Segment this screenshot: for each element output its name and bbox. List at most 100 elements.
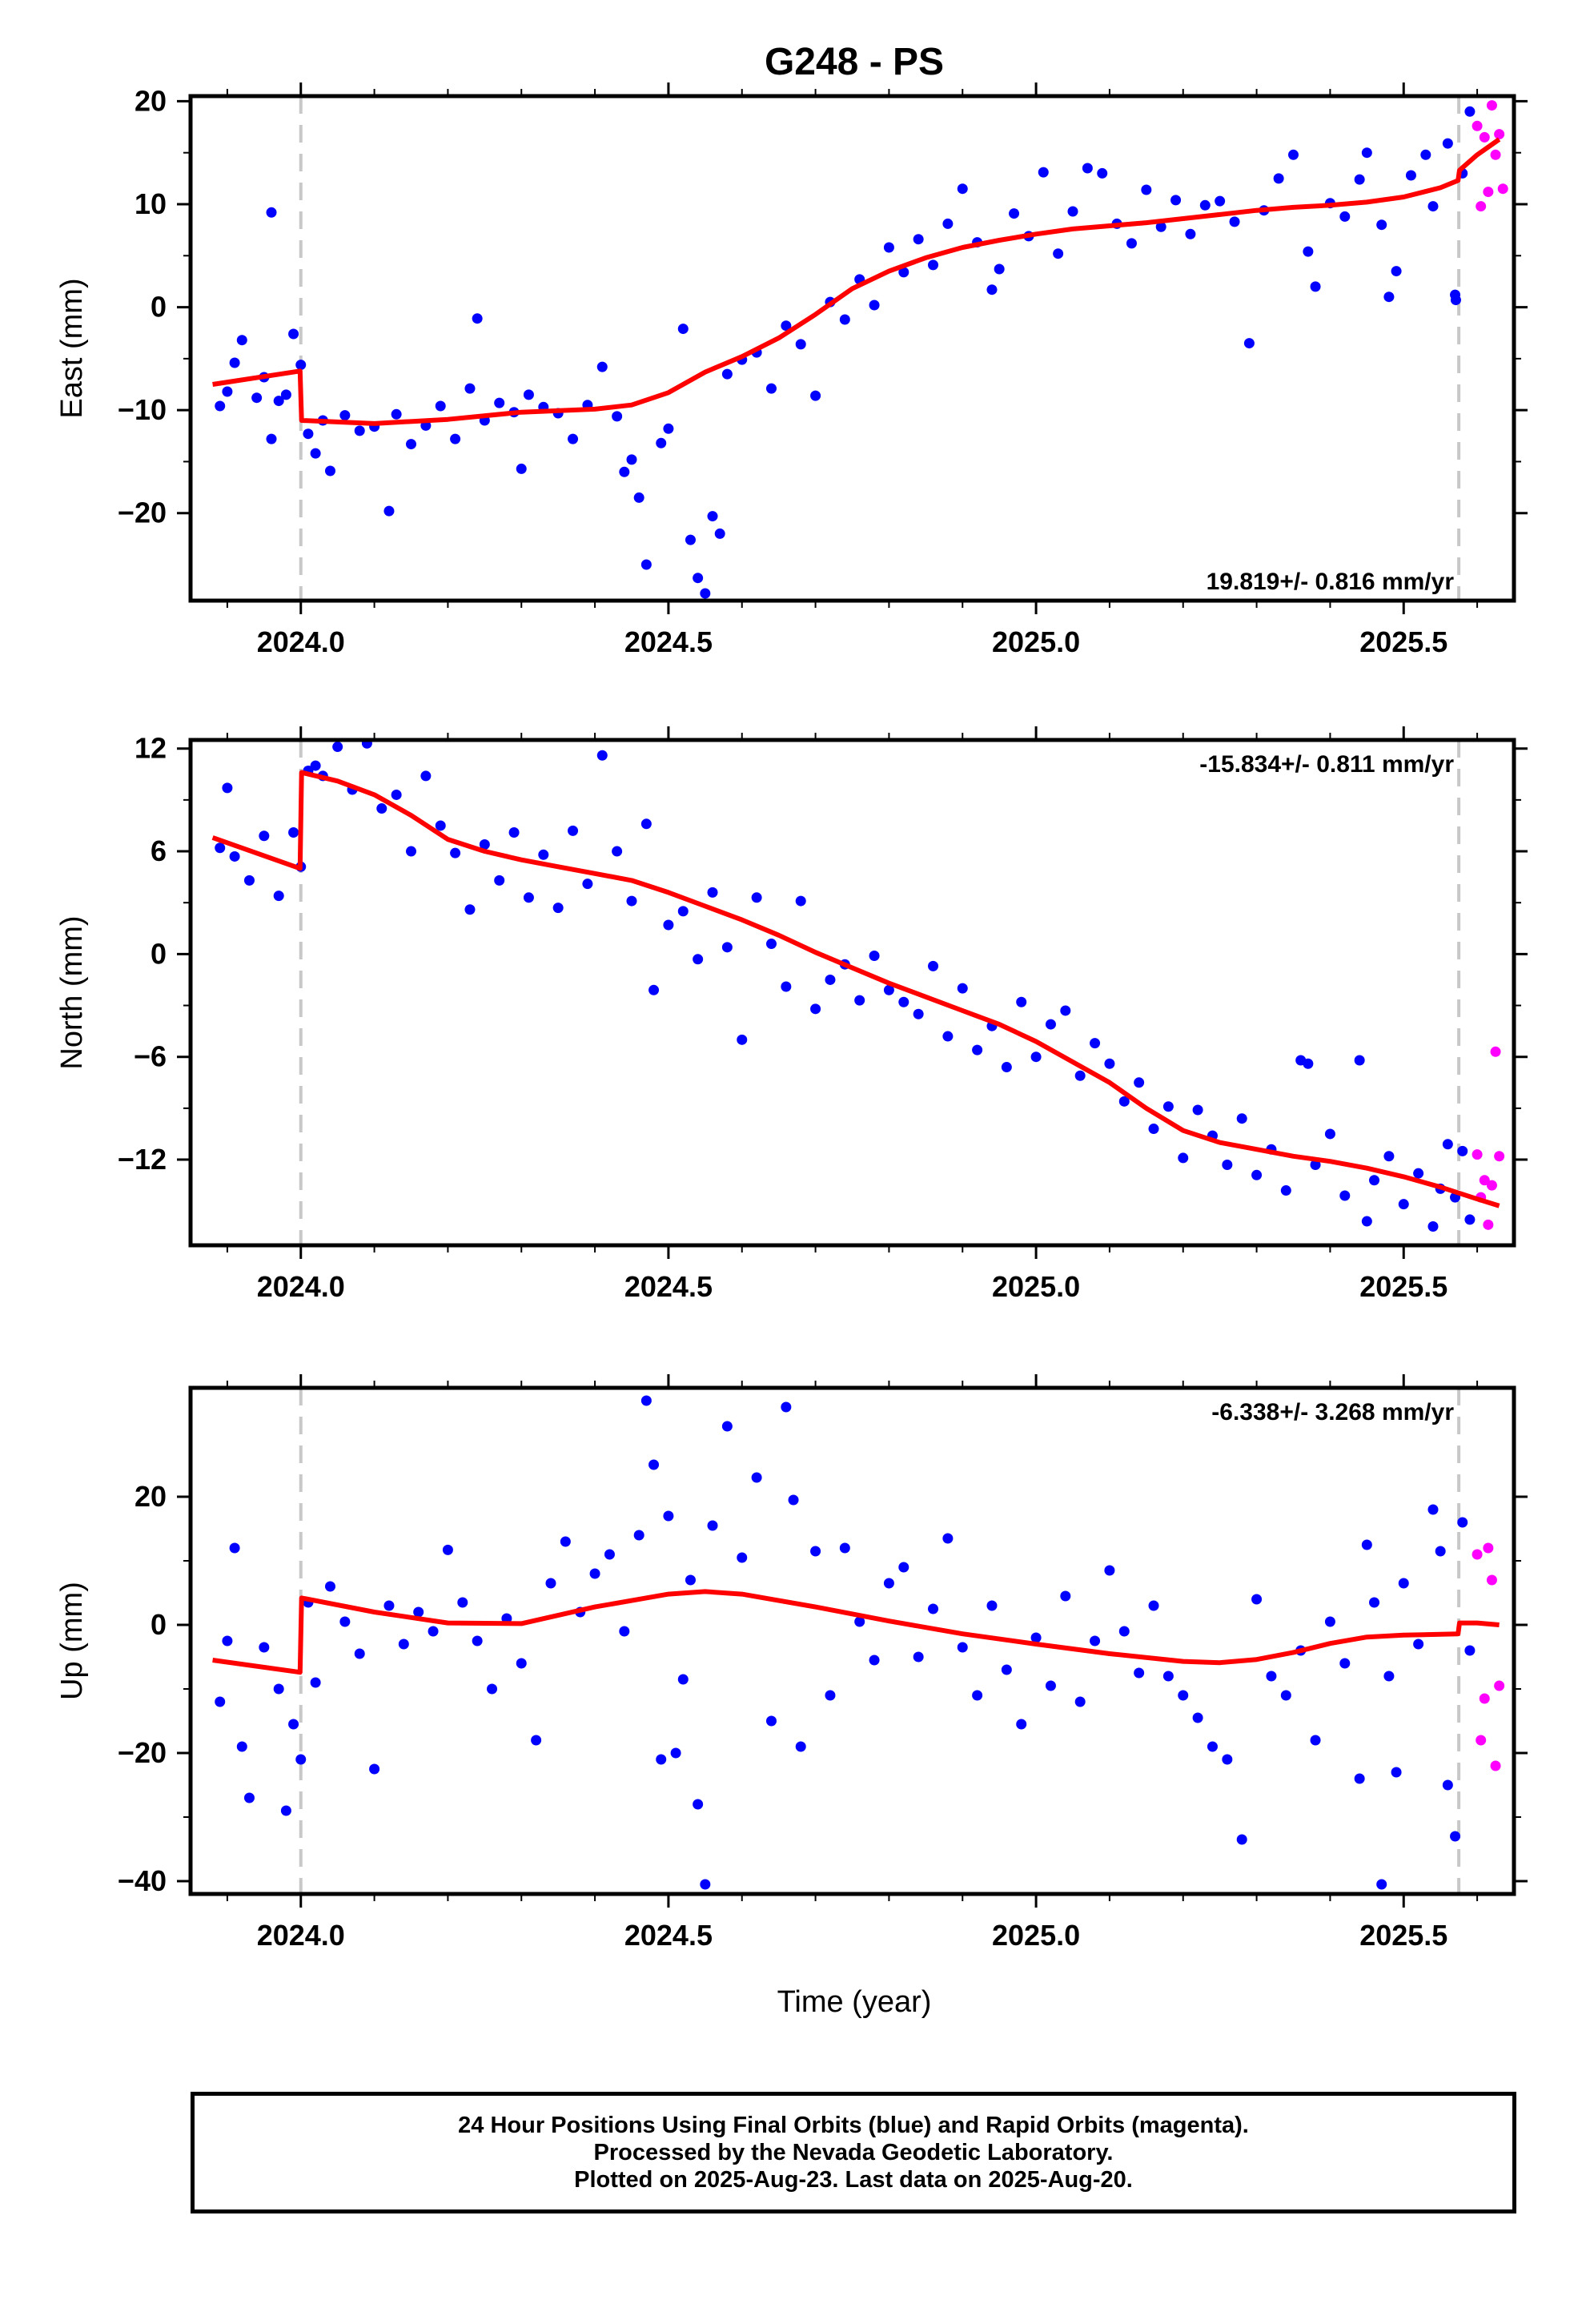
final-orbit-point (324, 465, 335, 476)
final-orbit-point (236, 1741, 247, 1752)
final-orbit-point (1383, 1671, 1395, 1682)
rapid-orbit-point (1483, 187, 1494, 198)
final-orbit-point (229, 1542, 240, 1554)
final-orbit-point (435, 400, 446, 412)
final-orbit-point (1134, 1077, 1145, 1088)
model-fit-line (211, 770, 1500, 1208)
panels: 2024.0 2024.5 2025.0 2025.5 −20 −10 0 10 20 East … (55, 82, 1528, 1952)
final-orbit-point (589, 1568, 600, 1579)
x-tick-label: 2025.5 (1359, 625, 1447, 658)
final-orbit-point (825, 1690, 836, 1701)
final-orbit-point (656, 437, 667, 448)
plot-area (212, 96, 1508, 601)
final-orbit-point (854, 1616, 865, 1627)
final-orbit-point (1045, 1680, 1056, 1691)
final-orbit-point (1361, 1539, 1372, 1550)
final-orbit-point (243, 1792, 255, 1803)
final-orbit-point (508, 827, 520, 838)
final-orbit-point (1126, 238, 1137, 249)
final-orbit-point (700, 588, 711, 599)
final-orbit-point (883, 984, 894, 995)
final-orbit-point (1354, 1055, 1365, 1066)
final-orbit-point (435, 820, 446, 831)
final-orbit-point (1450, 1831, 1461, 1842)
final-orbit-point (1053, 248, 1064, 259)
final-orbit-point (1016, 1719, 1027, 1730)
model-fit-line (212, 137, 1501, 426)
final-orbit-point (1074, 1696, 1086, 1707)
final-orbit-point (376, 803, 387, 814)
final-orbit-point (1354, 174, 1365, 185)
final-orbit-point (295, 1754, 307, 1765)
final-orbit-point (1435, 1546, 1446, 1557)
final-orbit-point (1030, 1632, 1042, 1643)
final-orbit-point (751, 892, 762, 903)
y-tick-label: 20 (135, 1480, 167, 1513)
final-orbit-point (693, 954, 704, 965)
final-orbit-point (640, 559, 652, 570)
final-orbit-point (1398, 1199, 1409, 1210)
final-orbit-point (663, 919, 674, 931)
final-orbit-point (1266, 1671, 1277, 1682)
y-tick-label: 0 (151, 291, 167, 324)
y-tick-label: 0 (151, 1608, 167, 1641)
final-orbit-point (869, 951, 880, 962)
final-orbit-point (568, 433, 579, 444)
final-orbit-point (413, 1606, 424, 1618)
panel-north: 2024.0 2024.5 2025.0 2025.5 −12 −6 0 6 12 North (… (55, 726, 1528, 1303)
final-orbit-point (1280, 1185, 1291, 1196)
y-tick-label: −20 (118, 497, 167, 529)
final-orbit-point (751, 1472, 762, 1483)
final-orbit-point (1118, 1626, 1130, 1637)
final-orbit-point (354, 425, 365, 436)
final-orbit-point (442, 1544, 453, 1555)
final-orbit-point (406, 846, 416, 857)
final-orbit-point (663, 1510, 674, 1522)
final-orbit-point (1185, 228, 1196, 239)
final-orbit-point (1178, 1152, 1189, 1164)
final-orbit-point (626, 895, 637, 907)
final-orbit-point (523, 389, 534, 400)
final-orbit-point (810, 1003, 821, 1015)
final-orbit-point (428, 1626, 439, 1637)
final-orbit-point (737, 1034, 748, 1045)
y-tick-label: 6 (151, 834, 167, 867)
final-orbit-point (721, 942, 733, 953)
final-orbit-point (1361, 147, 1372, 159)
panel-east: 2024.0 2024.5 2025.0 2025.5 −20 −10 0 10 20 East … (55, 82, 1528, 658)
final-orbit-point (839, 314, 850, 325)
final-orbit-point (1082, 163, 1093, 174)
final-orbit-point (619, 1626, 630, 1637)
rapid-orbit-point (1497, 183, 1508, 195)
final-orbit-point (1442, 1139, 1453, 1150)
chart-title: G248 - PS (765, 41, 944, 83)
final-orbit-point (236, 335, 247, 346)
final-orbit-point (1405, 170, 1416, 181)
final-orbit-point (1398, 1578, 1409, 1589)
final-orbit-point (781, 981, 792, 992)
final-orbit-point (825, 974, 836, 985)
final-orbit-point (612, 846, 623, 857)
y-axis-label: Up (mm) (55, 1582, 89, 1700)
final-orbit-point (582, 879, 593, 890)
final-orbit-point (310, 448, 321, 459)
final-orbit-point (1001, 1664, 1012, 1675)
velocity-label: 19.819+/- 0.816 mm/yr (1207, 569, 1455, 595)
rapid-orbit-point (1479, 131, 1490, 143)
final-orbit-point (229, 850, 240, 862)
y-tick-label: −20 (118, 1736, 167, 1769)
final-orbit-point (640, 1395, 652, 1406)
caption-line-1: 24 Hour Positions Using Final Orbits (bl… (458, 2113, 1249, 2138)
final-orbit-point (259, 1642, 270, 1653)
plot-frame (188, 94, 1516, 603)
x-tick-label: 2024.0 (257, 625, 345, 658)
final-orbit-point (942, 1031, 954, 1042)
final-orbit-point (1383, 292, 1395, 303)
final-orbit-point (1192, 1104, 1203, 1116)
final-orbit-point (1464, 106, 1476, 117)
rapid-orbit-point (1476, 1735, 1487, 1746)
plot-area (212, 1388, 1505, 1894)
plot-area (211, 740, 1505, 1245)
final-orbit-point (913, 1651, 924, 1663)
